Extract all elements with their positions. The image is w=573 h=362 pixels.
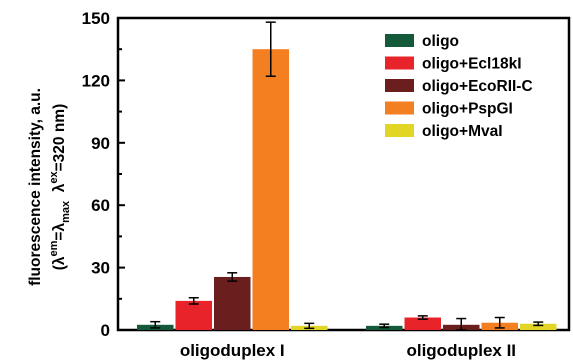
y-tick-label: 90 [91,134,110,153]
legend-swatch [385,34,414,47]
x-category-label: oligoduplex I [180,341,285,360]
y-tick-label: 30 [91,259,110,278]
legend-label: oligo [422,33,459,50]
y-label-eq: =λ [51,223,68,241]
legend-swatch [385,101,414,115]
y-tick-label: 60 [91,196,110,215]
y-tick-label: 0 [101,321,110,340]
bar [404,317,441,330]
y-axis-label-line2: (λem=λmax λex=320 nm) [48,104,72,271]
y-axis-label-line1: fluorescence intensity, a.u. [27,88,44,286]
legend-label: oligo+EcoRII-C [422,78,533,95]
bar [175,300,212,330]
legend: oligo oligo+Ecl18kI oligo+EcoRII-C oligo+Ps… [385,33,533,140]
legend-swatch [385,79,414,92]
legend-label: oligo+Ecl18kI [422,56,522,73]
y-axis-label: fluorescence intensity, a.u. (λem=λmax λ… [27,88,72,286]
y-label-max-sub: max [60,200,72,223]
y-label-gap: λ [51,183,68,201]
y-label-em-sup: em [48,240,60,256]
bar [252,49,289,330]
legend-swatch [385,56,414,70]
y-label-tail: =320 nm) [51,104,68,172]
y-tick-label: 150 [82,9,110,28]
legend-swatch [385,124,414,137]
bar [520,323,557,330]
x-category-label: oligoduplex II [406,341,516,360]
plot-area: 0 30 60 90 120 150 oligoduplex I oligoduplex II [82,9,571,360]
legend-label: oligo+MvaI [422,123,503,140]
y-tick-label: 120 [82,71,110,90]
legend-label: oligo+PspGI [422,101,513,118]
y-label-ex-sup: ex [48,170,60,183]
bar [214,276,251,330]
y-label-open: (λ [51,256,68,270]
